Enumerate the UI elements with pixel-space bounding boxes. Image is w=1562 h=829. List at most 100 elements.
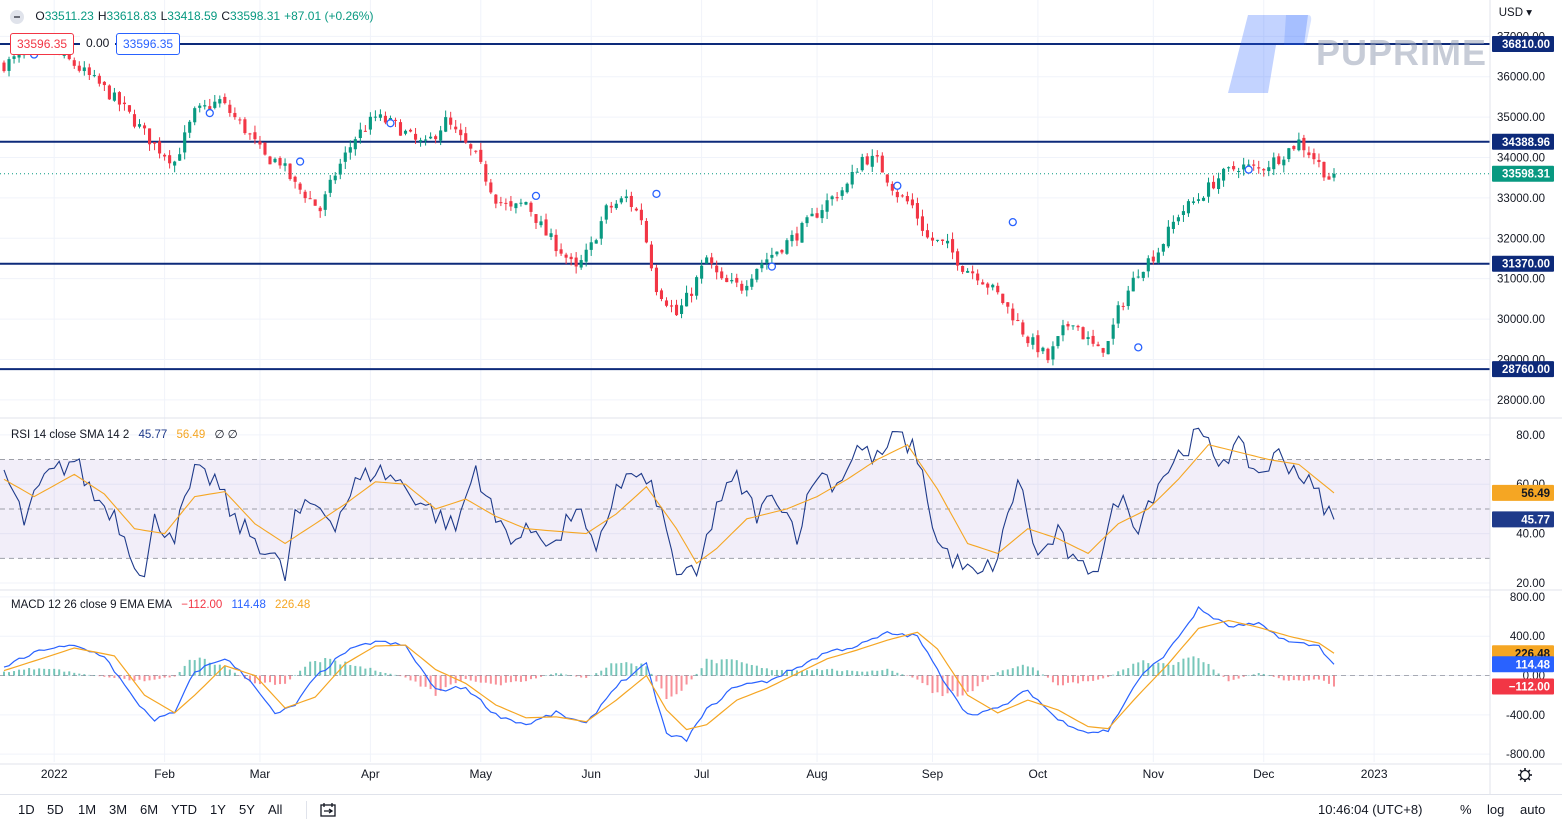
price-tick-label: 31000.00 [1497, 274, 1545, 286]
candle-down [318, 206, 322, 218]
candle-down [313, 199, 317, 206]
candle-up [594, 238, 598, 244]
macd-histogram-bar [615, 663, 618, 676]
macd-signal-line [3, 619, 1335, 731]
candle-up [328, 174, 332, 198]
macd-histogram-bar [504, 675, 507, 683]
candle-down [102, 81, 106, 92]
macd-histogram-bar [1016, 666, 1019, 676]
macd-histogram-bar [23, 669, 26, 676]
candle-up [137, 119, 142, 129]
candle-down [529, 201, 533, 217]
macd-legend-name: MACD 12 26 close 9 EMA EMA [11, 599, 173, 611]
macd-histogram-bar [1026, 666, 1029, 676]
candle-up [82, 61, 86, 76]
macd-histogram-bar [1333, 675, 1335, 687]
candle-up [700, 259, 704, 284]
macd-signal-value: 226.48 [275, 599, 311, 611]
macd-histogram-bar [248, 675, 251, 682]
macd-histogram-bar [836, 670, 839, 676]
clock-timezone[interactable]: 10:46:04 (UTC+8) [1318, 802, 1423, 817]
macd-histogram-bar [484, 675, 487, 683]
rsi-band [0, 459, 1490, 677]
candle-up [750, 274, 754, 290]
macd-histogram-bar [263, 675, 266, 683]
candle-down [509, 195, 513, 211]
candle-down [87, 63, 91, 81]
macd-histogram-bar [640, 663, 643, 676]
settings-gear-icon[interactable] [1518, 768, 1532, 782]
percent-toggle[interactable]: % [1460, 802, 1472, 817]
macd-histogram-bar [3, 671, 5, 676]
macd-histogram-bar [801, 670, 803, 676]
macd-histogram-bar [740, 662, 743, 676]
macd-histogram-bar [1011, 668, 1014, 676]
range-1d[interactable]: 1D [18, 802, 35, 817]
macd-histogram-bar [364, 668, 367, 676]
range-5d[interactable]: 5D [47, 802, 64, 817]
auto-toggle[interactable]: auto [1520, 802, 1546, 817]
log-toggle[interactable]: log [1487, 802, 1505, 817]
macd-histogram-bar [871, 670, 874, 676]
macd-histogram-bar [976, 675, 979, 687]
macd-histogram-bar [1006, 669, 1009, 676]
currency-selector[interactable]: USD ▾ [1499, 5, 1532, 19]
candle-down [142, 122, 147, 135]
ohlc-value: 33598.31 [230, 9, 281, 23]
macd-histogram-bar [1267, 675, 1270, 677]
macd-histogram-bar [1197, 658, 1200, 676]
macd-histogram-bar [996, 672, 999, 676]
event-marker [205, 108, 214, 118]
candle-down [72, 57, 76, 69]
candle-down [905, 191, 909, 205]
macd-histogram-bar [314, 661, 317, 676]
candle-down [1101, 347, 1105, 357]
macd-histogram-bar [494, 675, 497, 685]
candle-down [976, 269, 980, 286]
macd-histogram-bar [1317, 675, 1320, 680]
date-range-icon[interactable] [319, 801, 337, 822]
rsi-legend[interactable]: RSI 14 close SMA 14 2 45.77 56.49 ∅ ∅ [11, 427, 238, 441]
candle-down [986, 282, 990, 295]
candle-down [459, 123, 463, 141]
macd-histogram-bar [921, 675, 924, 684]
range-3m[interactable]: 3M [109, 802, 128, 817]
range-6m[interactable]: 6M [140, 802, 159, 817]
macd-histogram-bar [760, 668, 763, 676]
candle-up [966, 268, 970, 273]
candle-down [930, 232, 935, 246]
macd-histogram-bar [414, 675, 417, 682]
svg-text:34388.96: 34388.96 [1502, 137, 1550, 149]
rsi-legend-name: RSI 14 close SMA 14 2 [11, 429, 130, 441]
candle-down [268, 155, 272, 165]
range-all[interactable]: All [268, 802, 283, 817]
price-tick-label: 33000.00 [1497, 193, 1545, 205]
macd-histogram-bar [324, 658, 327, 676]
range-ytd[interactable]: YTD [171, 802, 197, 817]
candle-down [107, 84, 111, 100]
macd-histogram-bar [951, 675, 954, 692]
macd-histogram-bar [625, 662, 628, 676]
macd-histogram-bar [1041, 674, 1044, 676]
macd-legend[interactable]: MACD 12 26 close 9 EMA EMA −112.00 114.4… [11, 599, 310, 611]
x-axis[interactable]: 2022 Feb Mar Apr May Jun Jul Aug Sep Oct Nov Dec 202… [41, 767, 1532, 782]
range-1m[interactable]: 1M [78, 802, 97, 817]
range-1y[interactable]: 1Y [210, 802, 226, 817]
candle-down [649, 241, 653, 272]
macd-histogram-bar [38, 668, 41, 676]
symbol-logo-icon[interactable] [10, 9, 24, 24]
macd-histogram-bar [755, 665, 758, 676]
watermark-text: PUPRIME [1316, 32, 1487, 73]
candle-down [971, 265, 975, 280]
macd-histogram-bar [665, 675, 668, 700]
ask-price[interactable]: 33596.35 [116, 33, 181, 55]
macd-histogram-bar [8, 672, 11, 676]
candle-up [213, 95, 217, 110]
bid-price[interactable]: 33596.35 [10, 33, 75, 55]
candle-down [915, 197, 919, 226]
macd-histogram-bar [188, 659, 191, 676]
macd-histogram-bar [419, 675, 422, 687]
range-5y[interactable]: 5Y [239, 802, 255, 817]
candle-up [373, 110, 377, 122]
